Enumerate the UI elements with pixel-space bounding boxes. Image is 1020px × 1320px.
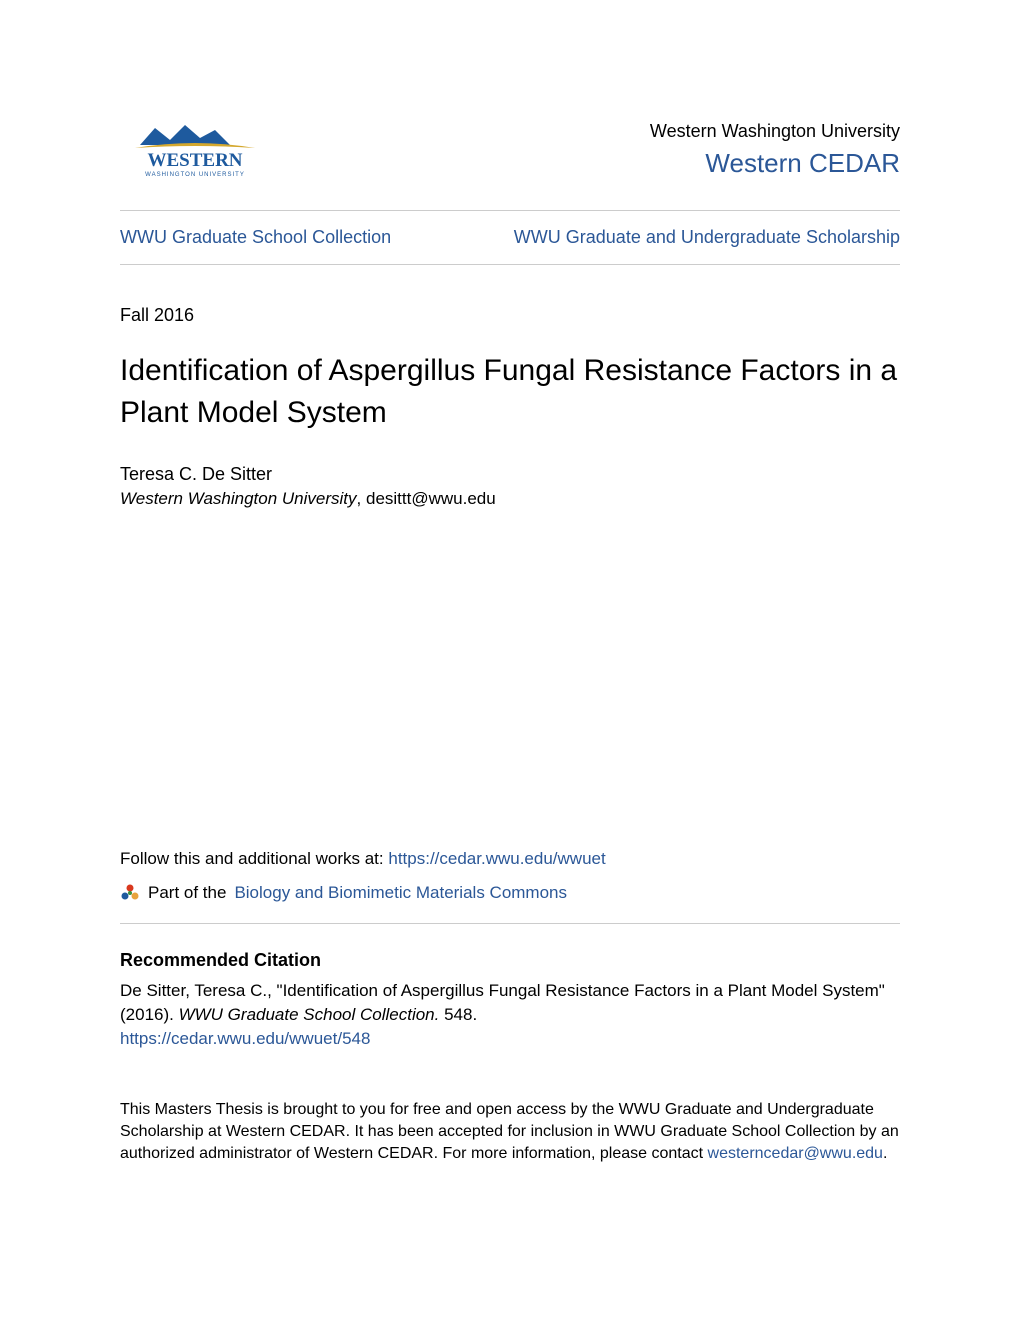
author-email: desittt@wwu.edu <box>366 489 496 508</box>
network-icon <box>120 883 140 903</box>
paper-title: Identification of Aspergillus Fungal Res… <box>120 350 900 434</box>
header-right: Western Washington University Western CE… <box>650 121 900 179</box>
footer-after: . <box>883 1145 887 1162</box>
content-spacer <box>120 509 900 849</box>
logo-subtext: WASHINGTON UNIVERSITY <box>145 172 245 178</box>
commons-link[interactable]: Biology and Biomimetic Materials Commons <box>234 883 567 903</box>
citation-heading: Recommended Citation <box>120 950 900 971</box>
footer-text: This Masters Thesis is brought to you fo… <box>120 1099 900 1166</box>
western-logo-icon: WESTERN WASHINGTON UNIVERSITY <box>120 120 270 180</box>
contact-email-link[interactable]: westerncedar@wwu.edu <box>708 1145 883 1162</box>
publication-date: Fall 2016 <box>120 305 900 326</box>
breadcrumb-nav: WWU Graduate School Collection WWU Gradu… <box>120 210 900 265</box>
author-name: Teresa C. De Sitter <box>120 464 900 485</box>
follow-prefix: Follow this and additional works at: <box>120 849 388 868</box>
affiliation-institution: Western Washington University <box>120 489 357 508</box>
citation-text: De Sitter, Teresa C., "Identification of… <box>120 979 900 1027</box>
part-of-row: Part of the Biology and Biomimetic Mater… <box>120 883 900 924</box>
author-affiliation: Western Washington University, desittt@w… <box>120 489 900 509</box>
scholarship-link[interactable]: WWU Graduate and Undergraduate Scholarsh… <box>514 227 900 248</box>
citation-after: 548. <box>439 1005 477 1024</box>
university-name: Western Washington University <box>650 121 900 142</box>
collection-link[interactable]: WWU Graduate School Collection <box>120 227 391 248</box>
citation-url-link[interactable]: https://cedar.wwu.edu/wwuet/548 <box>120 1029 900 1049</box>
follow-works-line: Follow this and additional works at: htt… <box>120 849 900 869</box>
header-row: WESTERN WASHINGTON UNIVERSITY Western Wa… <box>120 120 900 180</box>
logo-wordmark: WESTERN <box>147 150 242 171</box>
repository-link[interactable]: Western CEDAR <box>650 148 900 179</box>
university-logo[interactable]: WESTERN WASHINGTON UNIVERSITY <box>120 120 270 180</box>
partof-prefix: Part of the <box>148 883 226 903</box>
follow-works-link[interactable]: https://cedar.wwu.edu/wwuet <box>388 849 605 868</box>
citation-collection: WWU Graduate School Collection. <box>179 1005 440 1024</box>
